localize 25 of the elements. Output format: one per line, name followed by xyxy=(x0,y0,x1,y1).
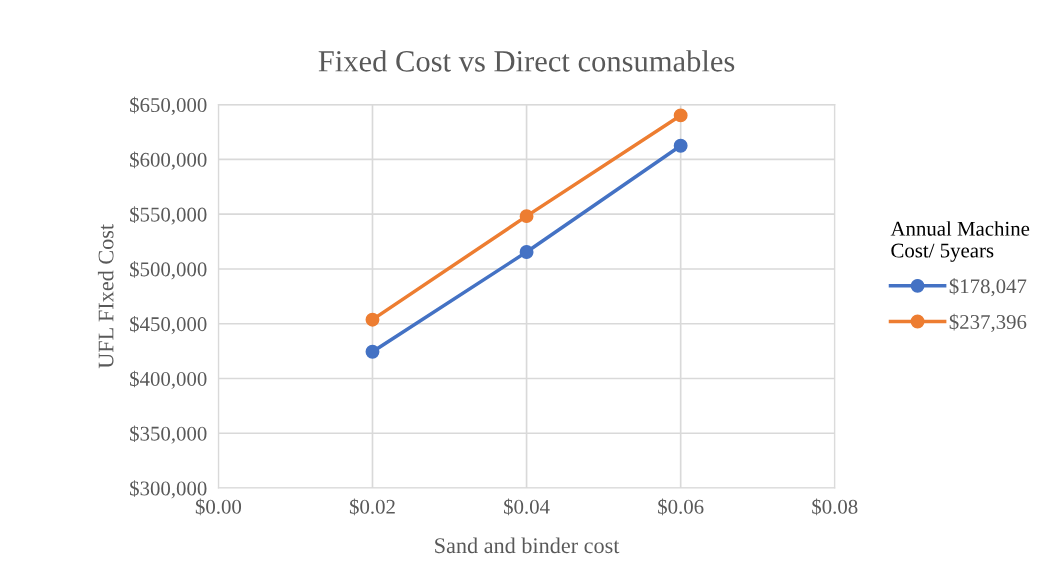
legend-label: $178,047 xyxy=(949,278,1027,297)
x-tick-label: $0.08 xyxy=(812,498,858,516)
point xyxy=(365,312,380,327)
x-tick-label: $0.04 xyxy=(504,498,550,516)
y-tick-label: $500,000 xyxy=(130,261,207,280)
y-tick-label: $450,000 xyxy=(130,315,207,335)
x-tick-label: $0.06 xyxy=(658,498,704,516)
y-tick-label: $650,000 xyxy=(130,96,207,116)
legend-label: $237,396 xyxy=(949,313,1027,332)
y-tick-label: $300,000 xyxy=(130,480,207,499)
x-tick-label: $0.02 xyxy=(349,498,395,516)
y-tick-label: $400,000 xyxy=(130,370,207,389)
y-tick-label: $350,000 xyxy=(130,425,207,444)
point xyxy=(673,108,688,123)
point xyxy=(673,138,688,153)
point xyxy=(365,344,380,359)
chart-title: Fixed Cost vs Direct consumables xyxy=(318,50,735,72)
point xyxy=(519,245,534,259)
y-tick-label: $600,000 xyxy=(130,151,207,170)
y-axis-title: UFL FIxed Cost xyxy=(97,224,114,369)
legend-title: Annual Machine Cost/ 5years xyxy=(890,221,1030,262)
x-axis-title: Sand and binder cost xyxy=(435,537,620,554)
point xyxy=(519,209,534,224)
y-tick-label: $550,000 xyxy=(130,206,207,225)
x-tick-label: $0.00 xyxy=(195,498,242,516)
